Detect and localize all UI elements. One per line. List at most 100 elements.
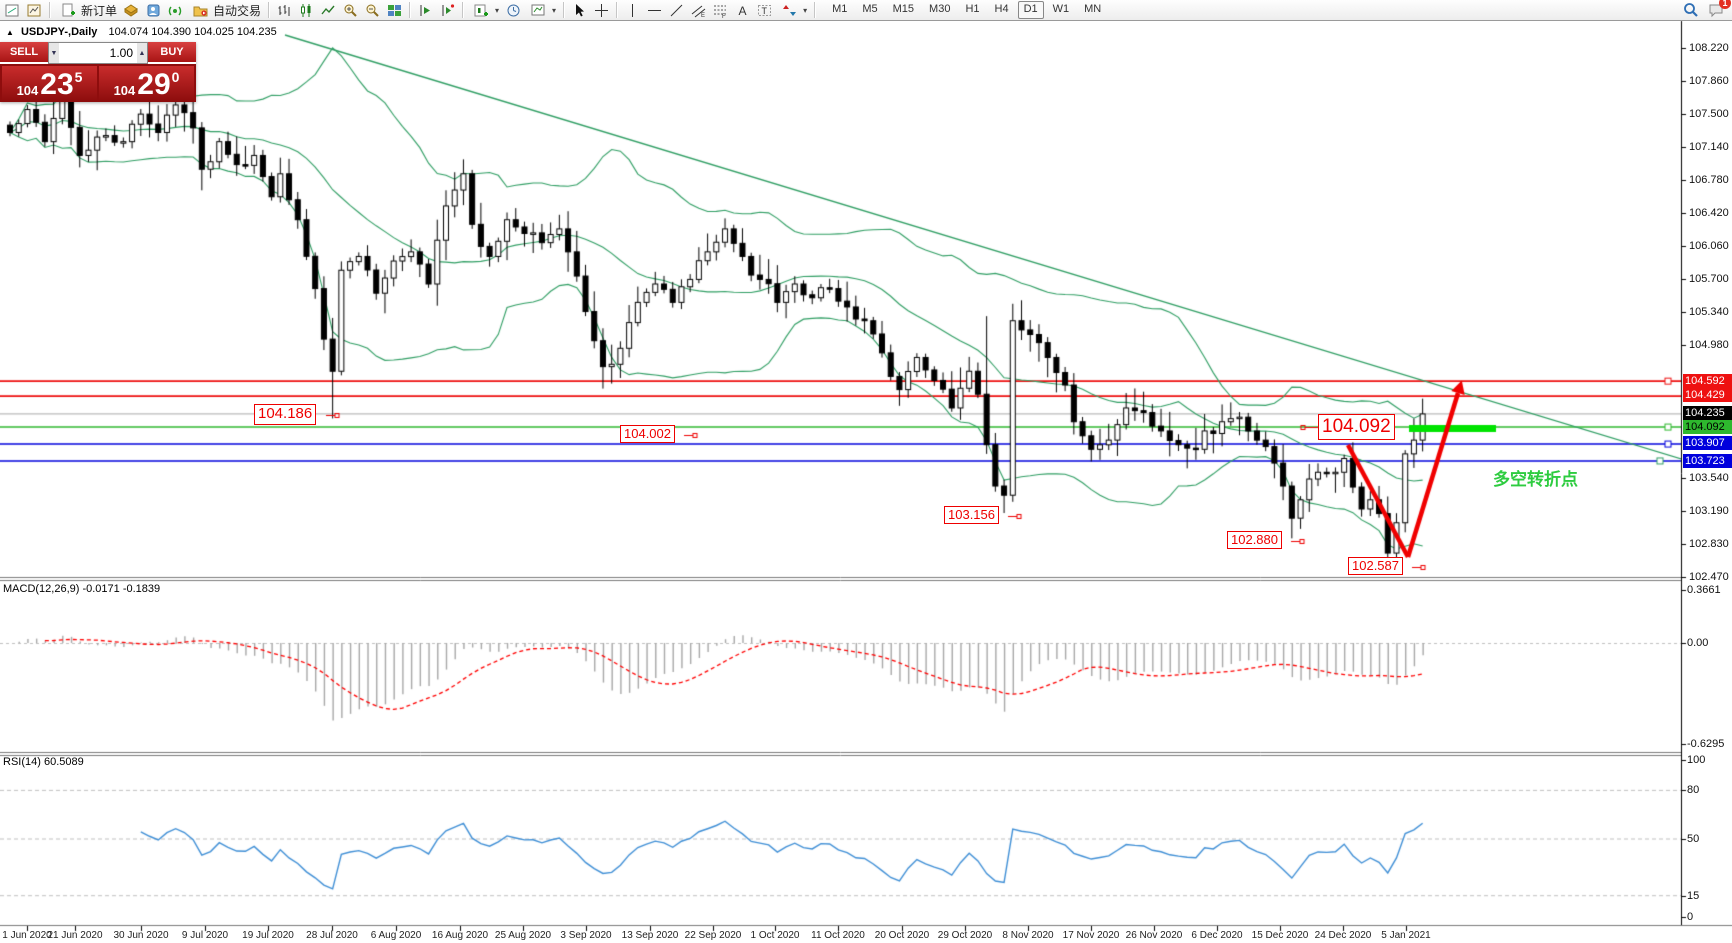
date-axis-label: 15 Dec 2020 — [1251, 930, 1309, 941]
price-level-badge: 104.429 — [1683, 388, 1732, 402]
expand-triangle-icon[interactable]: ▲ — [6, 28, 14, 37]
price-axis-label: 104.980 — [1689, 339, 1729, 351]
arrow-tools-icon — [779, 0, 800, 20]
date-axis-label: 30 Jun 2020 — [113, 930, 169, 941]
svg-text:T: T — [762, 6, 768, 16]
date-axis-label: 25 Aug 2020 — [494, 930, 552, 941]
rsi-axis-label: 50 — [1687, 833, 1700, 845]
timeframe-button[interactable]: H1 — [965, 3, 980, 15]
depth-of-market-icon[interactable] — [143, 0, 164, 20]
bar-chart-mode-icon[interactable] — [274, 0, 295, 20]
zoom-in-icon[interactable] — [340, 0, 361, 20]
buy-price-base: 104 — [113, 83, 136, 98]
search-icon[interactable] — [1680, 0, 1701, 20]
sell-button[interactable]: SELL — [0, 42, 48, 64]
symbol-period-label: USDJPY-,Daily — [20, 26, 98, 38]
line-chart-mode-icon[interactable] — [318, 0, 339, 20]
text-tool-icon[interactable]: A — [732, 0, 753, 20]
buy-price-display[interactable]: 104 29 0 — [99, 66, 194, 100]
svg-text:E: E — [701, 13, 705, 18]
rsi-axis-label: 0 — [1687, 911, 1694, 923]
chart-shift-icon[interactable] — [437, 0, 458, 20]
macd-axis-label: -0.6295 — [1687, 738, 1725, 750]
price-axis-label: 102.470 — [1689, 571, 1729, 583]
timeframe-button[interactable]: M30 — [929, 3, 951, 15]
date-axis-label: 9 Jul 2020 — [181, 930, 229, 941]
ohlc-values: 104.074 104.390 104.025 104.235 — [108, 26, 277, 38]
arrow-tools-button[interactable]: ▾ — [776, 1, 810, 19]
price-axis-label: 106.780 — [1689, 174, 1729, 186]
timeframe-button[interactable]: M15 — [892, 3, 915, 15]
horizontal-line-tool-icon[interactable] — [644, 0, 665, 20]
sell-price-display[interactable]: 104 23 5 — [2, 66, 97, 100]
chevron-down-icon: ▾ — [552, 5, 557, 15]
date-axis-label: 21 Jun 2020 — [47, 930, 103, 941]
timeframe-button[interactable]: W1 — [1052, 3, 1070, 15]
period-clock-icon[interactable] — [503, 0, 524, 20]
chevron-down-icon: ▾ — [495, 5, 500, 15]
price-level-badge: 104.592 — [1683, 374, 1732, 388]
price-callout-label[interactable]: 104.092 — [1318, 414, 1395, 440]
sell-price-pip: 5 — [74, 69, 83, 85]
crosshair-icon[interactable] — [591, 0, 612, 20]
new-order-icon — [58, 0, 79, 20]
volume-increase-button[interactable]: ▲ — [137, 43, 147, 63]
svg-text:A: A — [739, 4, 747, 18]
date-axis-label: 13 Sep 2020 — [621, 930, 679, 941]
price-callout-label[interactable]: 104.186 — [254, 404, 317, 425]
date-axis-label: 1 Jun 2020 — [2, 930, 52, 941]
buy-price-pip: 0 — [171, 69, 180, 85]
rsi-axis-label: 15 — [1687, 890, 1700, 902]
date-axis-label: 5 Jan 2021 — [1381, 930, 1431, 941]
timeframe-button[interactable]: M5 — [862, 3, 878, 15]
macd-axis-label: 0.3661 — [1687, 584, 1721, 596]
volume-decrease-button[interactable]: ▼ — [49, 43, 59, 63]
tile-windows-icon[interactable] — [384, 0, 405, 20]
timeframe-switcher: M1 M5 M15 M30 H1 H4 D1 W1 MN — [826, 1, 1107, 19]
price-callout-label[interactable]: 102.587 — [1348, 557, 1403, 576]
new-chart-button[interactable]: ▾ — [468, 1, 502, 19]
market-watch-icon[interactable] — [2, 0, 23, 20]
date-axis-label: 11 Oct 2020 — [811, 930, 865, 941]
new-chart-icon — [471, 0, 492, 20]
trendline-tool-icon[interactable] — [666, 0, 687, 20]
price-callout-label[interactable]: 102.880 — [1227, 531, 1282, 550]
date-axis-label: 1 Oct 2020 — [750, 930, 800, 941]
date-axis-label: 22 Sep 2020 — [684, 930, 742, 941]
templates-button[interactable]: ▾ — [525, 1, 559, 19]
cursor-icon[interactable] — [569, 0, 590, 20]
price-axis-label: 107.500 — [1689, 108, 1729, 120]
timeframe-button[interactable]: M1 — [832, 3, 848, 15]
date-axis-label: 16 Aug 2020 — [431, 930, 489, 941]
turning-point-annotation[interactable]: 多空转折点 — [1493, 470, 1578, 489]
styles-icon[interactable] — [121, 0, 142, 20]
rsi-indicator-label: RSI(14) 60.5089 — [3, 756, 84, 768]
new-order-label: 新订单 — [81, 3, 118, 18]
text-label-tool-icon[interactable]: T — [754, 0, 775, 20]
fibonacci-tool-icon[interactable]: F — [710, 0, 731, 20]
vertical-line-tool-icon[interactable] — [622, 0, 643, 20]
tick-chart-icon[interactable] — [24, 0, 45, 20]
price-axis-label: 102.830 — [1689, 538, 1729, 550]
auto-scroll-icon[interactable] — [415, 0, 436, 20]
broadcast-icon[interactable] — [165, 0, 186, 20]
price-callout-label[interactable]: 104.002 — [620, 425, 675, 444]
candlestick-mode-icon[interactable] — [296, 0, 317, 20]
notifications-icon[interactable]: 1 — [1705, 0, 1731, 20]
buy-price-big: 29 — [137, 68, 171, 101]
price-axis-label: 106.420 — [1689, 207, 1729, 219]
price-level-badge: 103.907 — [1683, 436, 1732, 450]
sell-price-big: 23 — [40, 68, 74, 101]
timeframe-button[interactable]: H4 — [994, 3, 1009, 15]
volume-input[interactable] — [59, 43, 137, 63]
zoom-out-icon[interactable] — [362, 0, 383, 20]
new-order-button[interactable]: 新订单 — [55, 1, 120, 19]
equidistant-channel-tool-icon[interactable]: E — [688, 0, 709, 20]
price-callout-label[interactable]: 103.156 — [944, 506, 999, 525]
price-axis-label: 103.540 — [1689, 472, 1729, 484]
timeframe-button[interactable]: D1 — [1017, 1, 1044, 19]
timeframe-button[interactable]: MN — [1084, 3, 1102, 15]
auto-trading-button[interactable]: 自动交易 — [187, 1, 264, 19]
buy-button[interactable]: BUY — [148, 42, 196, 64]
